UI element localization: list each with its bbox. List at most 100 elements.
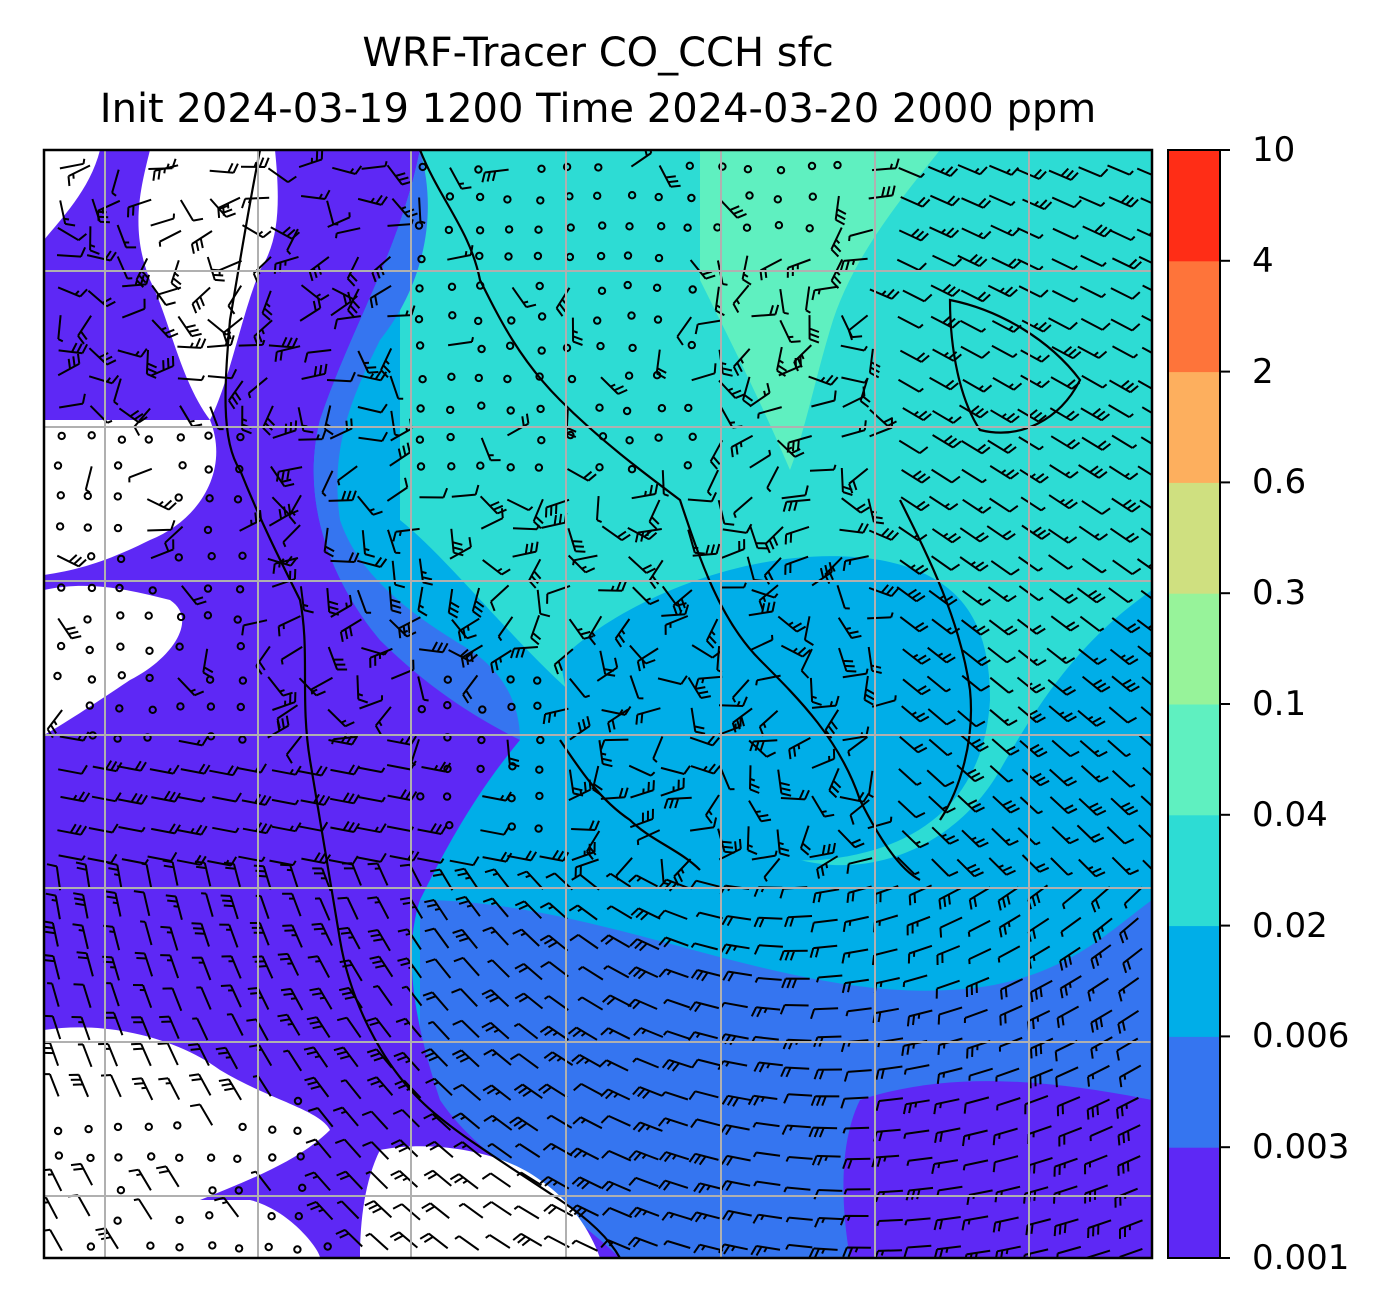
wind-barb bbox=[448, 648, 478, 662]
colorbar-segment bbox=[1168, 593, 1220, 705]
wind-barb bbox=[1086, 1249, 1111, 1258]
wind-barb bbox=[212, 826, 240, 834]
wind-barb bbox=[277, 952, 300, 976]
wind-barb bbox=[569, 715, 591, 741]
wind-barb bbox=[369, 284, 392, 309]
calm-wind-circle bbox=[443, 764, 452, 774]
wind-barb bbox=[995, 1245, 1021, 1258]
wind-barb bbox=[358, 431, 388, 442]
wind-barb bbox=[568, 904, 598, 921]
wind-barb bbox=[60, 791, 91, 803]
wind-barb bbox=[1056, 1245, 1082, 1258]
calm-wind-circle bbox=[595, 463, 604, 472]
calm-wind-circle bbox=[113, 492, 123, 501]
wind-barb bbox=[44, 1168, 63, 1192]
wind-barb bbox=[215, 1046, 239, 1070]
wind-barb bbox=[1108, 194, 1139, 208]
wind-barb bbox=[162, 859, 179, 886]
wind-barb bbox=[335, 1228, 363, 1248]
wind-barb bbox=[454, 1235, 480, 1251]
wind-barb bbox=[1138, 824, 1152, 840]
calm-wind-circle bbox=[235, 585, 245, 594]
wind-barb bbox=[695, 911, 723, 920]
wind-barb bbox=[843, 1188, 871, 1195]
wind-barb bbox=[598, 1059, 629, 1072]
wind-barb bbox=[277, 1013, 301, 1036]
calm-wind-circle bbox=[115, 704, 124, 713]
wind-barb bbox=[1137, 465, 1152, 477]
wind-barb bbox=[931, 555, 961, 571]
wind-barb bbox=[965, 976, 990, 998]
wind-barb bbox=[1140, 706, 1152, 718]
wind-barb bbox=[337, 896, 359, 920]
wind-barb bbox=[781, 485, 809, 500]
wind-barb bbox=[421, 761, 452, 773]
wind-barb bbox=[896, 258, 927, 272]
wind-barb bbox=[178, 736, 209, 747]
wind-barb bbox=[417, 586, 428, 617]
wind-barb bbox=[421, 1202, 450, 1219]
calm-wind-circle bbox=[807, 161, 817, 171]
wind-barb bbox=[1086, 1098, 1110, 1120]
wind-barb bbox=[631, 484, 659, 500]
calm-wind-circle bbox=[533, 701, 542, 710]
calm-wind-circle bbox=[506, 675, 515, 684]
wind-barb bbox=[191, 286, 211, 314]
wind-barb bbox=[366, 1048, 393, 1069]
wind-barb bbox=[267, 715, 290, 739]
wind-barb bbox=[1082, 224, 1113, 238]
wind-barb bbox=[419, 487, 449, 499]
wind-barb bbox=[298, 677, 326, 697]
wind-barb bbox=[150, 213, 175, 227]
wind-barb bbox=[657, 909, 688, 920]
wind-barb bbox=[390, 659, 415, 680]
field-white-nw1 bbox=[44, 150, 100, 240]
wind-barb bbox=[987, 586, 1017, 603]
wind-barb bbox=[1079, 615, 1105, 632]
wind-barb bbox=[573, 1083, 603, 1097]
calm-wind-circle bbox=[116, 1186, 126, 1195]
wind-barb bbox=[330, 594, 353, 618]
wind-barb bbox=[1111, 497, 1141, 513]
wind-barb bbox=[632, 1057, 659, 1069]
wind-barb bbox=[247, 987, 270, 1010]
wind-barb bbox=[928, 738, 953, 757]
wind-barb bbox=[331, 735, 358, 745]
wind-barb bbox=[306, 1016, 331, 1038]
wind-barb bbox=[1017, 649, 1047, 667]
wind-barb bbox=[242, 822, 273, 835]
calm-wind-circle bbox=[87, 431, 96, 440]
wind-barb bbox=[487, 1142, 513, 1159]
wind-barb bbox=[190, 230, 213, 254]
wind-barb bbox=[574, 858, 599, 878]
wind-barb bbox=[718, 1033, 749, 1046]
calm-wind-circle bbox=[86, 1153, 95, 1163]
wind-barb bbox=[1049, 407, 1080, 422]
wind-barb bbox=[512, 524, 540, 531]
wind-barb bbox=[763, 857, 781, 882]
wind-barb bbox=[567, 1026, 598, 1041]
wind-barb bbox=[578, 965, 604, 981]
calm-wind-circle bbox=[533, 251, 543, 261]
calm-wind-circle bbox=[117, 671, 127, 680]
wind-barb bbox=[875, 1065, 903, 1080]
wind-barb bbox=[868, 770, 874, 798]
wind-barb bbox=[842, 1246, 871, 1258]
wind-barb bbox=[151, 823, 181, 835]
wind-barb bbox=[968, 947, 992, 965]
wind-barb bbox=[332, 165, 363, 175]
wind-barb bbox=[690, 942, 718, 951]
calm-wind-circle bbox=[55, 522, 65, 531]
wind-barb bbox=[530, 614, 542, 646]
wind-barb bbox=[721, 1094, 752, 1107]
wind-barb bbox=[956, 858, 984, 878]
wind-barb bbox=[961, 197, 992, 209]
wind-barb bbox=[607, 708, 629, 733]
wind-barb bbox=[863, 675, 876, 706]
wind-barb bbox=[314, 897, 331, 921]
wind-barb bbox=[271, 798, 300, 806]
calm-wind-circle bbox=[536, 735, 545, 745]
wind-barb bbox=[871, 1154, 900, 1168]
wind-barb bbox=[75, 861, 91, 889]
wind-barb bbox=[321, 470, 334, 497]
